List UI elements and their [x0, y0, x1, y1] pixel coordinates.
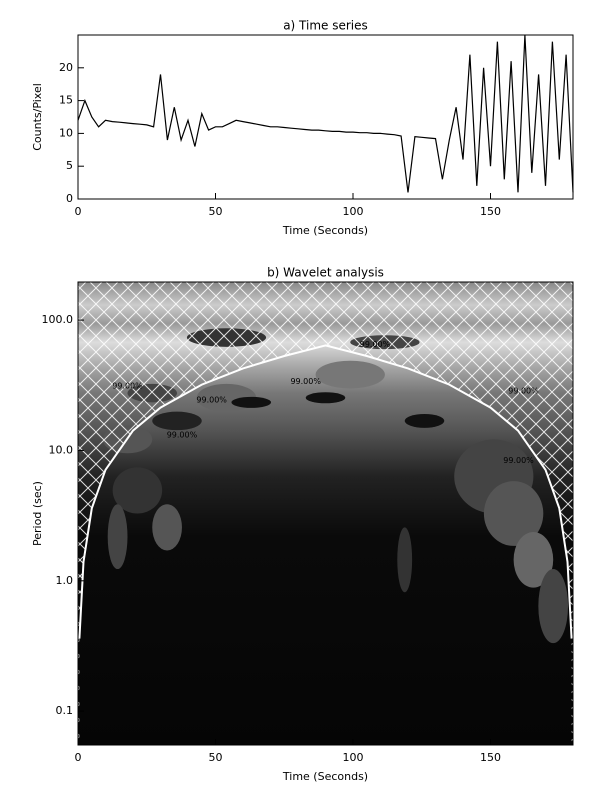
- y-tick-label: 10.0: [49, 443, 74, 456]
- wavelet-panel: 99.00% 99.00% 99.00% 99.00% 99.00% 99.00% 99.0…: [31, 266, 574, 783]
- cone-of-influence: [78, 344, 573, 639]
- plot-frame: [77, 281, 574, 746]
- y-tick-label: 10: [59, 126, 73, 139]
- contour-label: 99.00%: [503, 456, 534, 465]
- data-line: [77, 34, 574, 193]
- contour-label: 99.00%: [360, 340, 391, 349]
- power-region: [107, 504, 128, 570]
- power-region: [483, 481, 544, 546]
- x-tick-label: 100: [343, 205, 364, 218]
- plot-frame: [77, 34, 574, 200]
- contour-label: 99.00%: [196, 396, 227, 405]
- power-region: [513, 532, 554, 588]
- power-region: [152, 411, 202, 431]
- x-tick-label: 0: [75, 205, 82, 218]
- power-region: [305, 392, 346, 404]
- y-tick-label: 100.0: [42, 313, 74, 326]
- power-region: [538, 569, 569, 644]
- y-tick-label: 15: [59, 94, 73, 107]
- contour-label: 99.00%: [167, 430, 198, 439]
- power-region: [315, 360, 385, 389]
- x-tick-label: 0: [75, 751, 82, 764]
- power-region: [152, 504, 182, 551]
- y-axis-label: Counts/Pixel: [31, 83, 44, 151]
- y-tick-label: 0.1: [56, 704, 74, 717]
- contour-label: 99.00%: [508, 386, 539, 395]
- x-tick-label: 150: [480, 751, 501, 764]
- x-tick-label: 50: [209, 205, 223, 218]
- y-tick-label: 0: [66, 192, 73, 205]
- chart-title: b) Wavelet analysis: [267, 266, 384, 280]
- contour-label: 99.00%: [290, 377, 321, 386]
- y-tick-label: 1.0: [56, 574, 74, 587]
- time-series-panel: a) Time series Time (Seconds) Counts/Pixel…: [31, 19, 574, 237]
- x-axis-label: Time (Seconds): [282, 224, 368, 237]
- x-axis-label: Time (Seconds): [282, 770, 368, 783]
- chart-title: a) Time series: [283, 19, 368, 33]
- x-tick-label: 150: [480, 205, 501, 218]
- power-region: [397, 527, 413, 593]
- contour-label: 99.00%: [112, 382, 143, 391]
- power-region: [231, 396, 272, 408]
- y-tick-label: 20: [59, 61, 73, 74]
- y-tick-label: 5: [66, 159, 73, 172]
- x-tick-label: 100: [343, 751, 364, 764]
- x-tick-label: 50: [209, 751, 223, 764]
- power-region: [112, 467, 163, 514]
- power-region: [404, 413, 445, 428]
- y-axis-label: Period (sec): [31, 481, 44, 546]
